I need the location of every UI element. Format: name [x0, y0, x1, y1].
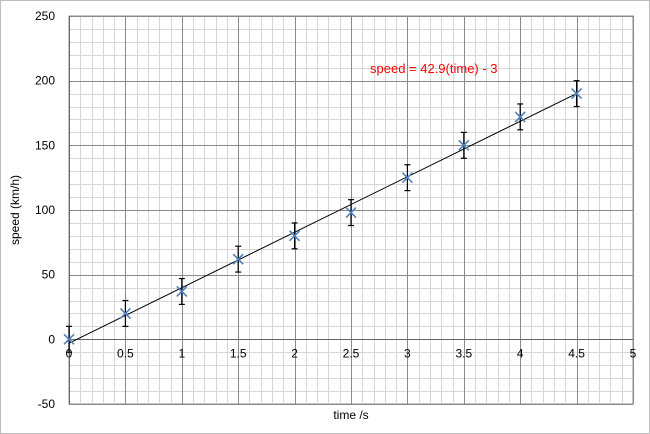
y-tick-label: -50 — [38, 397, 56, 411]
data-point — [514, 111, 526, 123]
data-point-stroke — [458, 139, 470, 151]
trendline-line — [68, 93, 577, 344]
data-point — [345, 207, 357, 219]
data-point — [119, 307, 131, 320]
x-tick-label: 4 — [517, 347, 524, 361]
x-axis-title: time /s — [333, 408, 368, 422]
tick-labels: 0 0.5 1 1.5 2 2.5 3 3.5 4 4.5 5 -50 0 50 100 150 200 250 — [35, 9, 637, 411]
data-point-stroke — [571, 88, 583, 100]
y-tick-label: 0 — [48, 332, 55, 346]
data-point-stroke — [119, 307, 131, 320]
x-tick-label: 3 — [404, 347, 411, 361]
x-tick-label: 1.5 — [230, 347, 247, 361]
data-point-stroke — [232, 253, 244, 265]
x-tick-label: 5 — [630, 347, 637, 361]
data-point-stroke — [401, 172, 413, 184]
data-point — [176, 285, 188, 298]
data-point — [289, 230, 301, 242]
x-tick-label: 3.5 — [455, 347, 472, 361]
x-tick-label: 2 — [291, 347, 298, 361]
data-point — [571, 88, 583, 100]
y-tick-label: 250 — [35, 9, 55, 23]
data-point — [63, 333, 75, 345]
y-tick-label: 150 — [35, 138, 55, 152]
y-axis-title: speed (km/h) — [8, 175, 22, 245]
x-tick-label: 0 — [66, 347, 73, 361]
data-point-stroke — [63, 333, 75, 345]
trendline-equation: speed = 42.9(time) - 3 — [370, 61, 498, 76]
data-point — [401, 172, 413, 184]
data-points — [63, 88, 583, 345]
data-point — [232, 253, 244, 265]
y-tick-label: 100 — [35, 203, 55, 217]
x-tick-label: 0.5 — [117, 347, 134, 361]
trendline — [68, 93, 577, 344]
data-point-stroke — [514, 111, 526, 123]
y-tick-label: 200 — [35, 74, 55, 88]
x-tick-label: 4.5 — [568, 347, 585, 361]
data-point-stroke — [289, 230, 301, 242]
x-tick-label: 2.5 — [343, 347, 360, 361]
data-point-stroke — [176, 285, 188, 298]
y-tick-label: 50 — [42, 268, 56, 282]
x-tick-label: 1 — [178, 347, 185, 361]
data-point-stroke — [345, 207, 357, 219]
data-point — [458, 139, 470, 151]
